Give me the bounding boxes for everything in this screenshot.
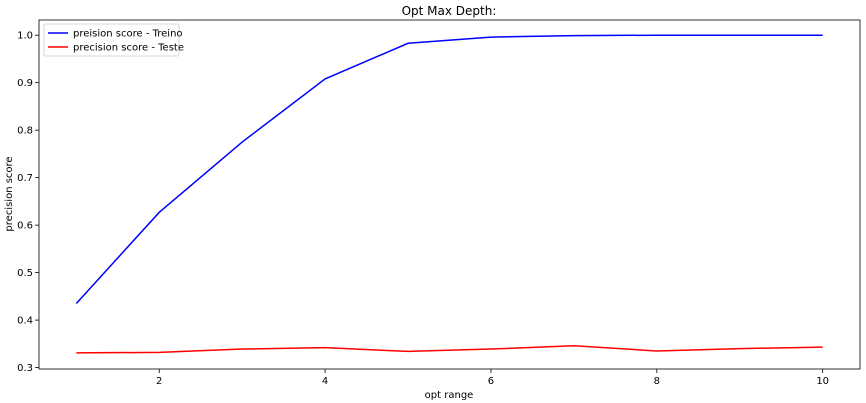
x-axis: 2 4 6 8 10 (156, 369, 829, 387)
y-tick-label: 0.3 (17, 363, 33, 374)
y-tick-label: 0.5 (17, 268, 33, 279)
y-axis: 0.3 0.4 0.5 0.6 0.7 0.8 0.9 1.0 (17, 31, 39, 374)
x-tick-label: 10 (816, 376, 829, 387)
y-tick-label: 1.0 (17, 31, 33, 42)
y-tick-label: 0.4 (17, 316, 33, 327)
series-line-teste (76, 344, 823, 354)
series-layer (75, 34, 823, 354)
y-tick-label: 0.9 (17, 78, 33, 89)
y-tick-label: 0.8 (17, 126, 33, 137)
x-tick-label: 4 (322, 376, 328, 387)
x-tick-label: 6 (488, 376, 494, 387)
legend: preision score - Treino precision score … (43, 23, 184, 57)
legend-box (43, 23, 180, 57)
chart-title: Opt Max Depth: (402, 4, 497, 18)
y-tick-label: 0.7 (17, 173, 33, 184)
x-tick-label: 2 (156, 376, 162, 387)
y-tick-label: 0.6 (17, 221, 33, 232)
x-axis-label: opt range (425, 390, 474, 401)
x-tick-label: 8 (654, 376, 660, 387)
plot-area-frame (38, 19, 861, 370)
legend-label-treino: preision score - Treino (73, 29, 183, 40)
y-axis-label: precision score (4, 156, 15, 231)
legend-label-teste: precision score - Teste (73, 43, 184, 54)
series-line-treino (75, 34, 823, 304)
